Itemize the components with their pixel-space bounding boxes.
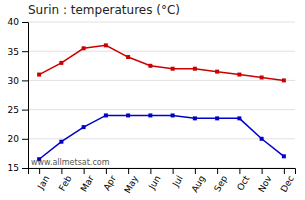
marker [260,137,264,141]
x-tick-label: Feb [57,174,74,193]
x-tick: Mar [79,168,96,194]
x-tick-label: May [122,173,140,195]
x-tick-label: Jun [146,174,162,192]
y-tick-mark [22,51,28,52]
y-tick-label: 15 [8,163,19,173]
marker [193,116,197,120]
x-tick-mark [106,168,107,174]
series-line [39,45,284,80]
x-tick-label: Sep [212,174,229,194]
x-tick-mark [284,168,285,174]
y-tick: 20 [8,134,28,144]
title: Surin : temperatures (°C) [28,3,180,17]
x-tick-mark [239,168,240,174]
y-tick-label: 25 [8,105,19,115]
x-tick-mark [262,168,263,174]
marker [193,67,197,71]
y-tick-label: 40 [8,17,20,27]
marker [237,116,241,120]
y-tick-mark [22,168,28,169]
x-tick: Jun [146,168,162,192]
grid-line [28,80,295,81]
y-tick-mark [22,139,28,140]
x-tick: Oct [235,168,252,192]
x-tick: Nov [256,168,274,194]
x-tick-label: Aug [190,174,207,194]
x-tick: Dec [279,168,296,194]
marker [282,154,286,158]
x-tick-label: Jul [170,174,185,189]
annotation: www.allmetsat.com [31,158,110,167]
x-tick-label: Apr [102,174,119,193]
x-tick: Feb [57,168,74,193]
x-tick: Sep [212,168,229,194]
series-markers [37,43,286,82]
x-tick: May [122,168,140,195]
marker [126,55,130,59]
x-tick-mark [128,168,129,174]
y-tick: 40 [8,17,28,27]
chart-container: Jan Feb Mar AprMay Jun Jul Aug Sep OctNov Dec 15 20… [0,0,305,200]
marker [59,61,63,65]
grid-line [28,22,295,23]
x-tick: Apr [102,168,119,192]
marker [82,125,86,129]
marker [282,78,286,82]
grid-line [28,138,295,139]
marker [126,113,130,117]
series-markers [37,113,286,161]
x-tick-mark [217,168,218,174]
x-tick-label: Dec [279,174,296,194]
y-tick-mark [22,110,28,111]
marker [260,75,264,79]
grid-line [28,51,295,52]
marker [215,70,219,74]
x-axis: Jan Feb Mar AprMay Jun Jul Aug Sep OctNov Dec [29,168,297,195]
x-tick: Aug [190,168,207,194]
marker [237,73,241,77]
x-tick-mark [150,168,151,174]
grid-line [28,109,295,110]
x-axis-line [29,169,296,175]
grid [28,22,295,168]
y-axis: 15 20 25 30 35 40 [8,17,29,173]
x-tick-mark [173,168,174,174]
x-tick-mark [39,168,40,174]
x-tick-label: Nov [256,173,274,194]
marker [37,73,41,77]
chart-svg: Jan Feb Mar AprMay Jun Jul Aug Sep OctNov Dec 15 20… [0,0,305,200]
x-tick-label: Oct [235,173,252,192]
marker [148,113,152,117]
x-tick-label: Jan [35,174,51,192]
y-tick-label: 35 [8,47,19,57]
marker [148,64,152,68]
x-tick-label: Mar [79,174,96,194]
marker [104,43,108,47]
y-tick-label: 30 [8,76,20,86]
series-line [39,115,284,159]
x-tick-mark [195,168,196,174]
y-tick-mark [22,22,28,23]
x-tick-mark [61,168,62,174]
y-tick-mark [22,80,28,81]
marker [104,113,108,117]
x-tick-mark [84,168,85,174]
x-tick: Jan [35,168,51,192]
y-tick: 30 [8,76,28,86]
y-tick-label: 20 [8,134,20,144]
marker [59,140,63,144]
marker [82,46,86,50]
marker [215,116,219,120]
y-tick: 35 [8,47,28,57]
marker [171,113,175,117]
x-tick: Jul [170,168,185,189]
plot-area: Jan Feb Mar AprMay Jun Jul Aug Sep OctNov Dec 15 20… [8,17,296,195]
y-axis-line [22,23,29,169]
y-tick: 15 [8,163,28,173]
y-tick: 25 [8,105,28,115]
series-group [37,43,286,161]
marker [171,67,175,71]
